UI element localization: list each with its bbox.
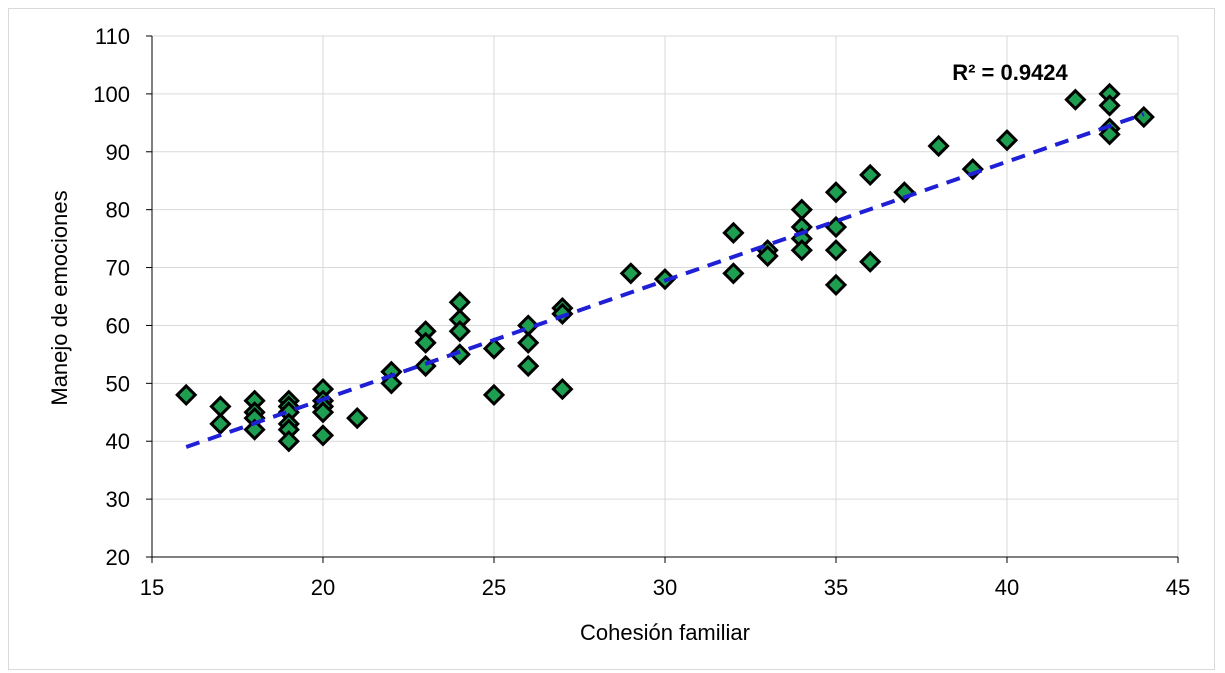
data-point <box>722 262 745 285</box>
data-point <box>722 221 745 244</box>
y-tick-label: 70 <box>106 256 130 281</box>
data-point <box>756 244 779 268</box>
x-tick-label: 35 <box>824 575 848 600</box>
y-tick-label: 80 <box>106 198 130 223</box>
y-axis-title: Manejo de emociones <box>47 190 72 405</box>
chart-frame <box>8 8 1215 670</box>
data-point <box>517 354 540 378</box>
data-point <box>243 418 266 441</box>
y-tick-label: 90 <box>106 140 130 165</box>
gridlines <box>152 35 1179 557</box>
y-tick-label: 100 <box>93 82 130 107</box>
y-tick-label: 50 <box>106 371 130 396</box>
data-point <box>824 273 848 297</box>
data-point <box>448 320 471 343</box>
tick-labels: 20 30 40 50 60 70 80 90 100 110 15 20 25 30 35 40 45 <box>93 24 1190 600</box>
y-tick-label: 30 <box>106 487 130 512</box>
data-point <box>175 383 198 407</box>
data-point <box>448 343 471 366</box>
data-point <box>790 239 813 262</box>
x-axis-title: Cohesión familiar <box>580 620 750 645</box>
x-tick-label: 20 <box>311 575 335 600</box>
x-tick-label: 40 <box>995 575 1019 600</box>
axes <box>146 35 1179 563</box>
data-point <box>1132 105 1155 129</box>
data-point <box>824 181 848 204</box>
data-point <box>517 331 540 354</box>
r-squared-annotation: R² = 0.9424 <box>952 60 1068 85</box>
x-tick-label: 30 <box>653 575 677 600</box>
data-point <box>824 215 848 239</box>
y-tick-label: 40 <box>106 429 130 454</box>
data-point <box>346 406 369 430</box>
data-point <box>927 134 950 158</box>
data-point <box>859 250 882 273</box>
trendline <box>185 112 1145 449</box>
data-point <box>1064 88 1087 111</box>
x-tick-label: 25 <box>482 575 506 600</box>
data-point <box>551 378 574 401</box>
x-tick-label: 15 <box>140 575 164 600</box>
data-point <box>1098 123 1121 146</box>
data-point <box>311 424 335 447</box>
y-tick-label: 20 <box>106 545 130 570</box>
data-point <box>311 401 335 424</box>
data-point <box>824 239 848 262</box>
data-point <box>209 412 232 435</box>
data-point <box>1098 94 1121 117</box>
data-point <box>414 331 437 354</box>
data-point <box>859 163 882 187</box>
data-point <box>995 129 1019 152</box>
data-point <box>619 262 642 285</box>
y-tick-label: 110 <box>95 24 130 49</box>
data-point <box>482 383 506 407</box>
data-point <box>277 430 300 453</box>
data-point <box>482 337 506 360</box>
x-tick-label: 45 <box>1166 575 1190 600</box>
y-tick-label: 60 <box>106 313 130 338</box>
